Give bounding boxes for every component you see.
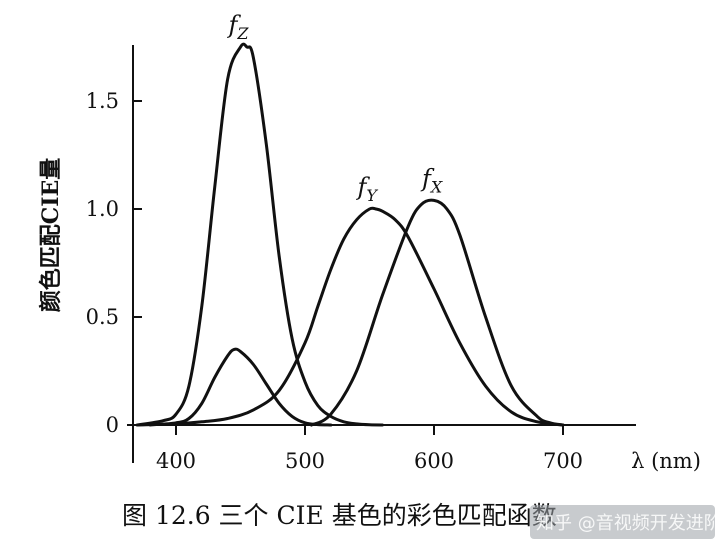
series-fY bbox=[135, 206, 565, 427]
series-label-fZ: fZ bbox=[227, 11, 250, 43]
x-tick-label-400: 400 bbox=[156, 449, 196, 473]
x-axis-label: λ (nm) bbox=[631, 449, 701, 473]
series-label-fX: fX bbox=[420, 164, 443, 196]
x-tick-label-600: 600 bbox=[414, 449, 454, 473]
y-tick-label-1: 0.5 bbox=[86, 305, 119, 329]
ticks: 400 500 600 700 0 0.5 1.0 1.5 bbox=[86, 89, 583, 473]
y-tick-label-3: 1.5 bbox=[86, 89, 119, 113]
curve-labels: fZ fY fX bbox=[227, 11, 443, 205]
x-tick-label-700: 700 bbox=[543, 449, 583, 473]
y-axis-label: 颜色匹配CIE量 bbox=[38, 158, 64, 313]
figure-caption: 图 12.6 三个 CIE 基色的彩色匹配函数 bbox=[122, 501, 557, 530]
series-fX bbox=[309, 198, 565, 427]
series-fZ bbox=[135, 42, 384, 427]
series-fX_blue_lobe bbox=[148, 347, 333, 427]
series-label-fY: fY bbox=[356, 173, 379, 205]
curves bbox=[135, 42, 565, 427]
y-tick-label-2: 1.0 bbox=[86, 197, 119, 221]
x-tick-label-500: 500 bbox=[285, 449, 325, 473]
y-tick-label-0: 0 bbox=[106, 413, 119, 437]
watermark: 知乎 @音视频开发进阶 bbox=[536, 513, 720, 534]
watermark-box bbox=[530, 505, 715, 539]
